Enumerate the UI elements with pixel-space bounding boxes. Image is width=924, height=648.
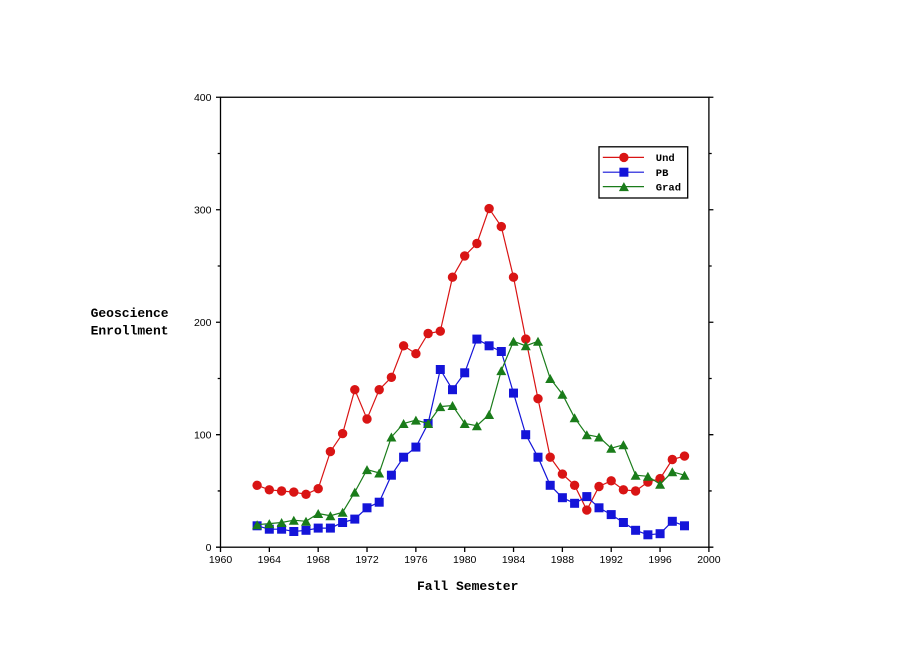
svg-text:Geoscience: Geoscience — [91, 306, 169, 321]
svg-text:1968: 1968 — [307, 554, 331, 566]
svg-text:0: 0 — [206, 542, 212, 554]
svg-text:1992: 1992 — [600, 554, 624, 566]
svg-text:1960: 1960 — [209, 554, 233, 566]
svg-text:Und: Und — [656, 153, 675, 165]
svg-text:100: 100 — [194, 430, 212, 442]
svg-text:1996: 1996 — [648, 554, 672, 566]
svg-text:1964: 1964 — [258, 554, 282, 566]
svg-text:1988: 1988 — [551, 554, 575, 566]
svg-text:1972: 1972 — [355, 554, 379, 566]
svg-text:1980: 1980 — [453, 554, 477, 566]
svg-text:200: 200 — [194, 317, 212, 329]
svg-text:PB: PB — [656, 168, 669, 180]
svg-text:Enrollment: Enrollment — [91, 323, 169, 338]
svg-text:Fall Semester: Fall Semester — [417, 579, 518, 594]
svg-text:400: 400 — [194, 92, 212, 104]
svg-text:300: 300 — [194, 205, 212, 217]
svg-text:Grad: Grad — [656, 182, 681, 194]
svg-text:1976: 1976 — [404, 554, 428, 566]
svg-text:1984: 1984 — [502, 554, 526, 566]
svg-text:2000: 2000 — [697, 554, 721, 566]
